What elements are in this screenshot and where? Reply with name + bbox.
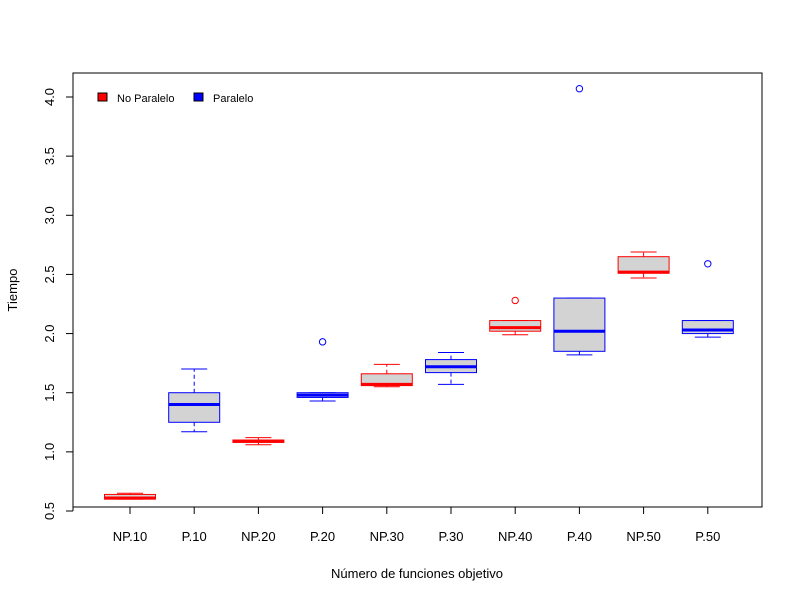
box-iqr — [681, 320, 734, 335]
outlier-point — [704, 260, 712, 268]
box-iqr — [168, 392, 221, 423]
box-series — [104, 85, 734, 500]
box-p-40 — [553, 85, 606, 356]
x-tick-label: P.10 — [182, 529, 207, 544]
legend: No Paralelo Paralelo — [97, 92, 253, 105]
y-axis: 0.5 1.0 1.5 2.0 2.5 3.0 3.5 4.0 — [42, 88, 74, 520]
box-p-30 — [425, 351, 477, 385]
box-iqr — [489, 320, 542, 332]
x-tick-label: P.30 — [438, 529, 463, 544]
y-tick-label: 1.5 — [42, 384, 57, 402]
box-np-40 — [489, 296, 542, 336]
x-axis: NP.10 P.10 NP.20 P.20 NP.30 P.30 NP.40 P.40 NP.5… — [113, 506, 720, 544]
box-p-10 — [168, 368, 221, 433]
legend-label-paralelo: Paralelo — [213, 93, 253, 105]
x-axis-label: Número de funciones objetivo — [331, 566, 503, 581]
box-p-50 — [681, 260, 734, 338]
y-axis-label: Tiempo — [5, 269, 20, 312]
y-tick-label: 4.0 — [42, 88, 57, 106]
plot-frame — [72, 72, 763, 508]
y-tick-label: 0.5 — [42, 502, 57, 520]
box-np-30 — [360, 363, 413, 388]
y-tick-label: 1.0 — [42, 443, 57, 461]
outlier-point — [511, 296, 519, 305]
y-tick-label: 2.0 — [42, 325, 57, 343]
outlier-point — [575, 85, 584, 93]
legend-swatch-paralelo — [193, 92, 204, 102]
y-tick-label: 3.0 — [42, 206, 57, 224]
box-np-10 — [104, 492, 156, 500]
box-np-20 — [232, 437, 285, 446]
y-tick-label: 3.5 — [42, 147, 57, 165]
legend-swatch-no-paralelo — [97, 92, 108, 102]
x-tick-label: NP.30 — [370, 529, 404, 544]
box-p-20 — [296, 338, 349, 402]
box-iqr — [553, 297, 606, 352]
x-tick-label: P.40 — [567, 529, 592, 544]
x-tick-label: NP.50 — [626, 529, 660, 544]
outlier-point — [318, 338, 327, 346]
legend-label-no-paralelo: No Paralelo — [117, 93, 174, 105]
box-np-50 — [617, 251, 670, 279]
x-tick-label: NP.20 — [241, 529, 275, 544]
x-tick-label: NP.40 — [498, 529, 532, 544]
x-tick-label: NP.10 — [113, 529, 147, 544]
y-tick-label: 2.5 — [42, 265, 57, 283]
x-tick-label: P.50 — [695, 529, 720, 544]
x-tick-label: P.20 — [310, 529, 335, 544]
